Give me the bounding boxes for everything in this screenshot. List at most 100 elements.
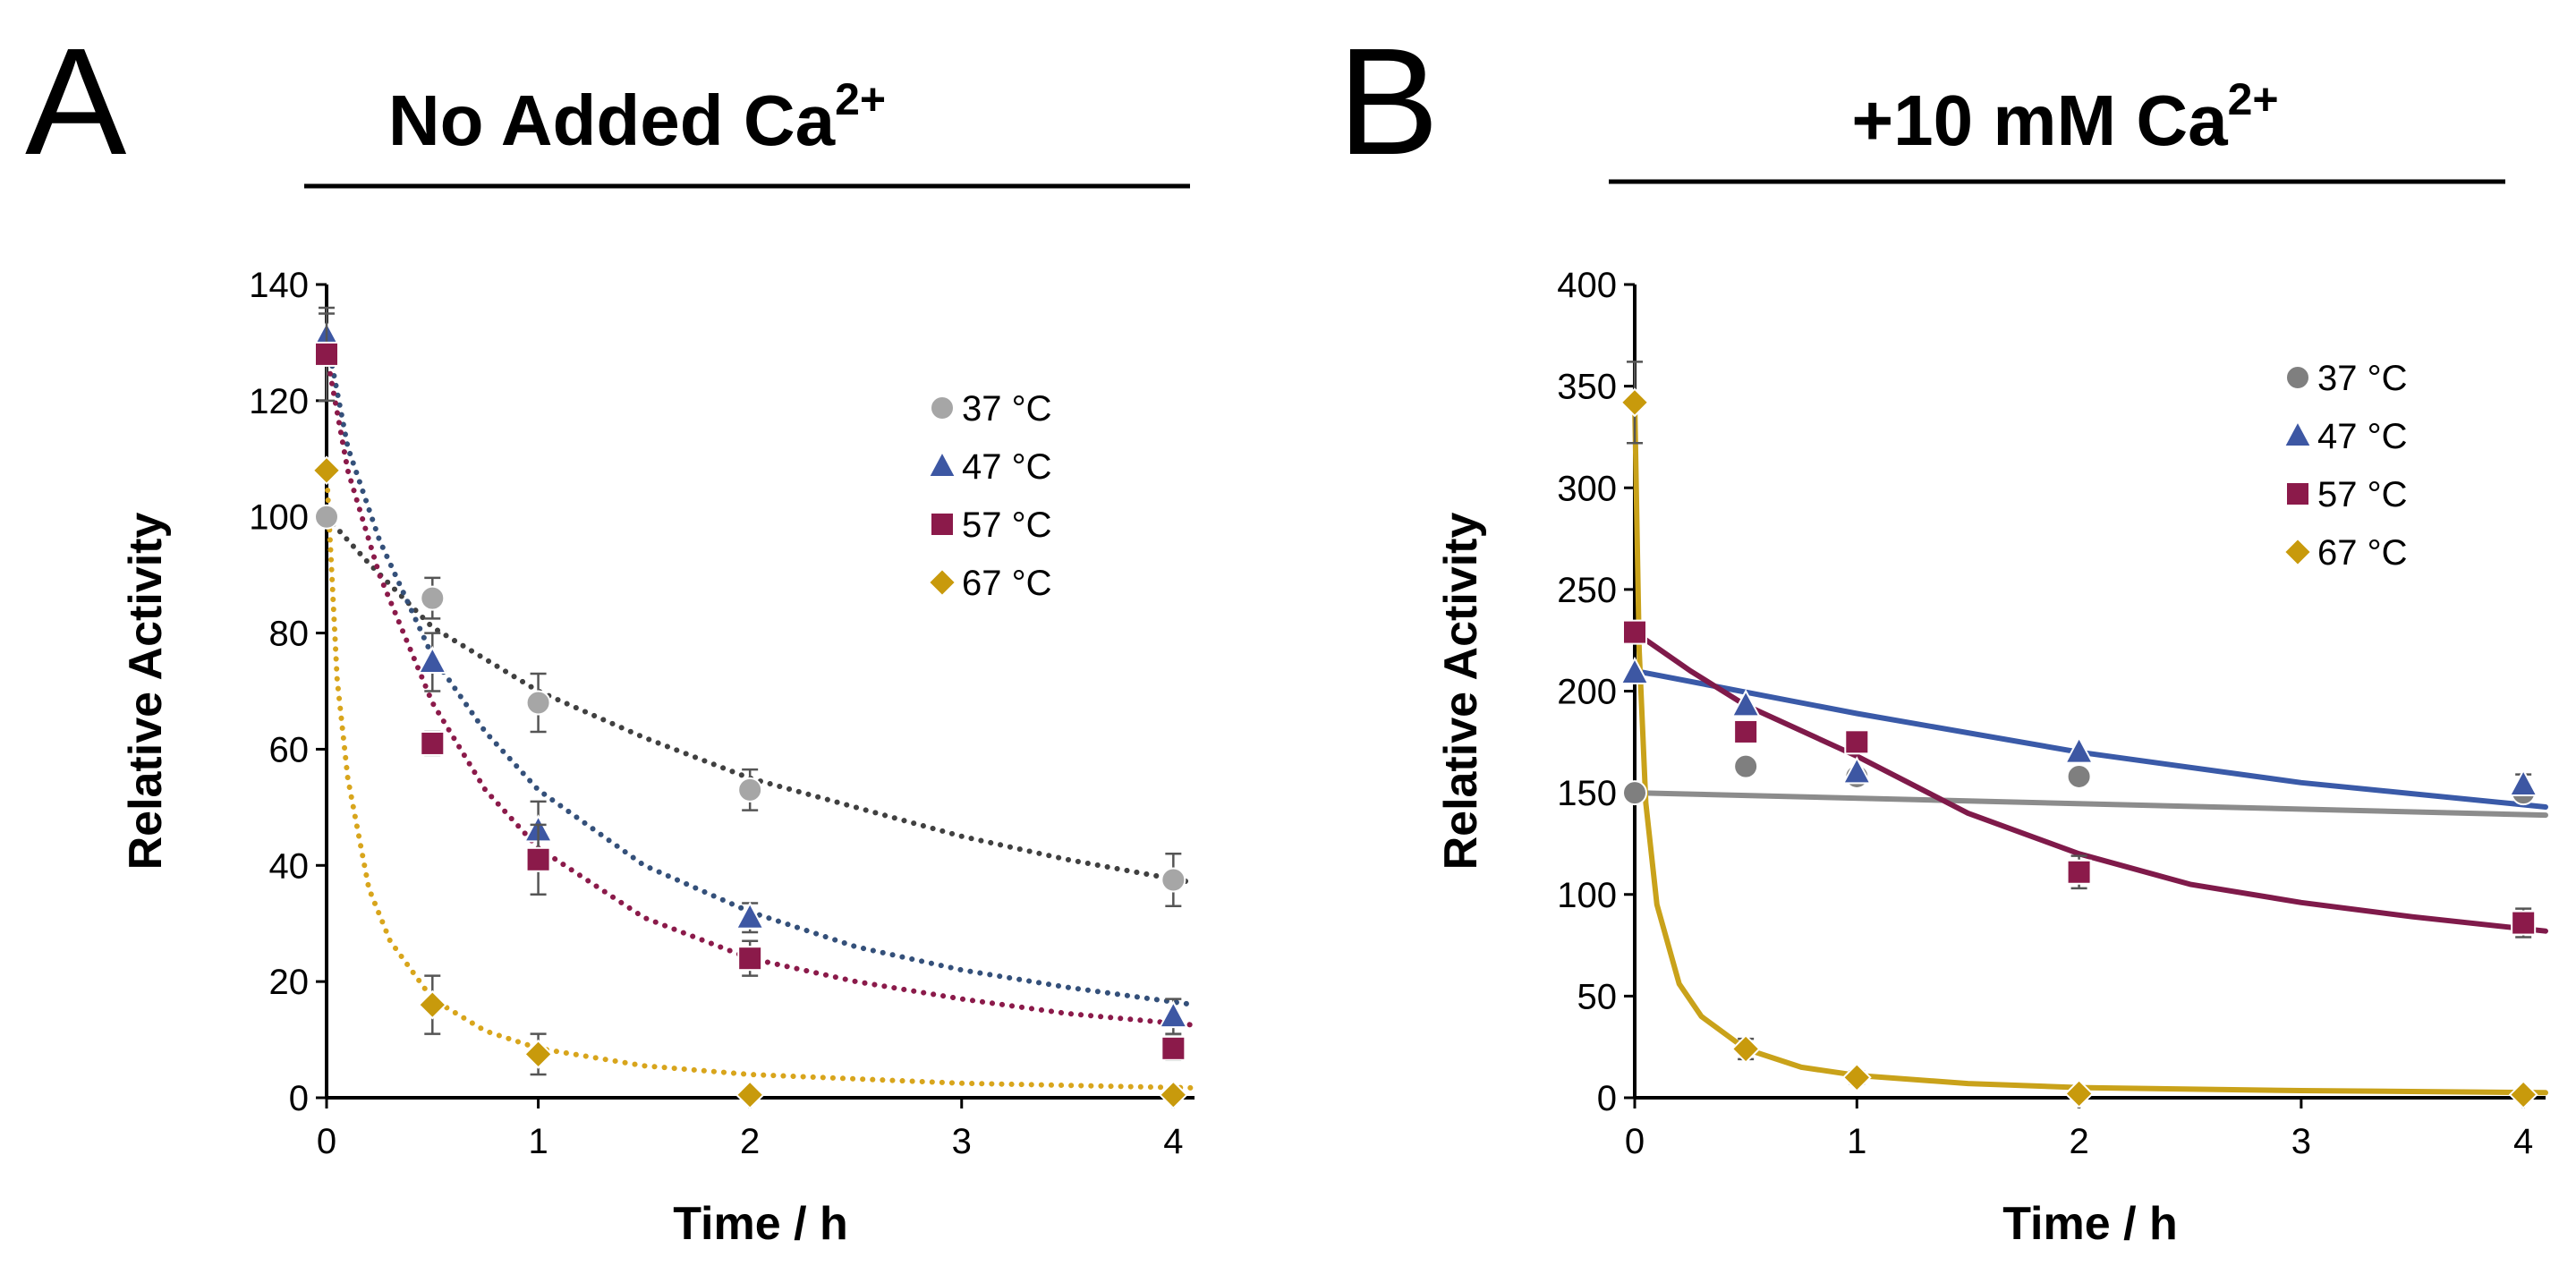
- panel-a-legend-marker-0: [930, 395, 955, 420]
- panel-b-data-point-2: [1733, 718, 1759, 744]
- panel-a-x-tick-label: 3: [952, 1122, 972, 1161]
- panel-a-data-point-0: [525, 690, 551, 716]
- panel-a-x-tick-label: 4: [1163, 1122, 1183, 1161]
- panel-b-data-point-2: [2511, 910, 2537, 936]
- plot-a: 0 20 40 60 80 100 120 140 0 1 2 3 4 Time / h Relative …: [120, 266, 1197, 1250]
- panel-b-data-point-3: [2064, 1079, 2094, 1108]
- panel-a-legend-marker-3: [927, 567, 957, 598]
- panel-a-data-point-0: [314, 504, 339, 530]
- panel-b-y-axis-title: Relative Activity: [1435, 513, 1487, 871]
- panel-b-legend-label-2: 57 °C: [2317, 475, 2408, 514]
- panel-b-data-point-0: [2066, 763, 2092, 789]
- panel-a-data-point-1: [735, 901, 765, 930]
- panel-b-x-tick-label: 1: [1847, 1122, 1866, 1161]
- panel-b-data-point-0: [1622, 780, 1647, 806]
- panel-a-data-point-3: [417, 989, 447, 1020]
- panel-b-fit-curve-3: [1632, 399, 2548, 1096]
- panel-b-data-point-3: [1841, 1062, 1872, 1092]
- panel-a-data-point-3: [523, 1039, 553, 1069]
- panel-a-x-tick-label: 0: [317, 1122, 336, 1161]
- panel-a-data-point-2: [420, 730, 446, 756]
- panel-b-data-point-1: [1730, 689, 1761, 718]
- panel-b-legend-label-3: 67 °C: [2317, 533, 2408, 573]
- panel-a-data-point-0: [1160, 867, 1186, 893]
- panel-b-data-point-1: [2508, 768, 2538, 797]
- panel-a-data-point-1: [417, 645, 447, 675]
- panel-a-y-axis-title: Relative Activity: [120, 513, 172, 871]
- panel-a-y-tick-label: 120: [249, 382, 309, 421]
- panel-a-data-point-0: [737, 777, 763, 803]
- panel-b-legend-label-0: 37 °C: [2317, 359, 2408, 398]
- panel-a-y-tick-label: 20: [269, 963, 310, 1002]
- panel-b-y-tick-label: 200: [1557, 673, 1617, 712]
- panel-a-data-point-3: [311, 455, 342, 486]
- panel-b-data-point-2: [2066, 859, 2092, 885]
- panel-a-title-sup: 2+: [835, 74, 886, 124]
- panel-a-y-tick-label: 140: [249, 266, 309, 305]
- panel-b-y-tick-label: 150: [1557, 774, 1617, 813]
- panel-a-fit-curve-1: [324, 334, 1197, 1008]
- panel-a-data-point-3: [1158, 1080, 1188, 1110]
- panel-a-legend-marker-2: [930, 512, 955, 537]
- panel-b-data-point-1: [1841, 756, 1872, 785]
- panel-b-x-tick-label: 2: [2069, 1122, 2088, 1161]
- panel-b-y-tick-label: 50: [1577, 977, 1618, 1016]
- panel-b-x-tick-label: 4: [2513, 1122, 2533, 1161]
- panel-a-legend-marker-1: [927, 449, 957, 478]
- panel-a-data-point-1: [1158, 999, 1189, 1029]
- panel-a-y-tick-label: 80: [269, 615, 310, 654]
- plot-b: 0 50 100 150 200 250 300 350 400 0 1 2 3 4 Time / h Rel…: [1435, 266, 2548, 1250]
- panel-b-fit-curve-1: [1632, 667, 2548, 810]
- panel-b-legend-label-1: 47 °C: [2317, 417, 2408, 456]
- panel-b-legend-marker-2: [2285, 481, 2310, 506]
- panel-b-data-point-3: [1730, 1034, 1761, 1064]
- panel-b-y-tick-label: 300: [1557, 469, 1617, 508]
- panel-a-legend-label-3: 67 °C: [962, 564, 1052, 603]
- panel-b-data-point-3: [1620, 387, 1650, 418]
- panel-a-legend-label-1: 47 °C: [962, 447, 1052, 487]
- panel-b-y-tick-label: 100: [1557, 876, 1617, 915]
- panel-b-data-point-1: [2063, 735, 2095, 764]
- panel-a-data-point-2: [1160, 1035, 1186, 1061]
- panel-b-x-axis-title: Time / h: [2002, 1198, 2178, 1250]
- panel-a-y-tick-label: 0: [289, 1079, 309, 1118]
- panel-b-fit-curve-0: [1632, 790, 2548, 819]
- panel-a-data-point-3: [735, 1080, 765, 1110]
- panel-b-fit-curve-2: [1632, 629, 2548, 934]
- panel-b-data-point-0: [1733, 753, 1759, 779]
- panel-a-y-tick-label: 60: [269, 730, 310, 769]
- panel-b-data-point-3: [2508, 1080, 2538, 1110]
- panel-a-data-point-0: [420, 585, 446, 611]
- panel-b-legend-marker-3: [2283, 537, 2313, 567]
- panel-b-data-point-2: [1844, 729, 1870, 755]
- panel-b-y-tick-label: 350: [1557, 368, 1617, 407]
- panel-b-data-point-2: [1622, 619, 1647, 645]
- panel-a-data-point-2: [314, 341, 339, 367]
- panel-b-x-tick-label: 3: [2291, 1122, 2311, 1161]
- panel-a-legend-label-2: 57 °C: [962, 505, 1052, 545]
- panel-b-y-tick-label: 0: [1597, 1079, 1617, 1118]
- panel-a-fit-curve-3: [324, 467, 1197, 1091]
- panel-a-title-main: No Added Ca: [388, 81, 836, 160]
- panel-a-x-tick-label: 2: [740, 1122, 760, 1161]
- panel-b-y-tick-label: 250: [1557, 571, 1617, 610]
- panel-b-letter: B: [1338, 17, 1439, 187]
- panel-b-title-sup: 2+: [2228, 74, 2279, 124]
- panel-b-y-tick-label: 400: [1557, 266, 1617, 305]
- panel-b-title-main: +10 mM Ca: [1851, 81, 2228, 160]
- panel-b-x-tick-label: 0: [1625, 1122, 1645, 1161]
- panel-a-title: No Added Ca2+: [388, 74, 886, 160]
- panel-a-fit-curve-2: [324, 351, 1197, 1028]
- panel-a-y-tick-label: 40: [269, 846, 310, 886]
- panel-a-x-axis-title: Time / h: [673, 1198, 848, 1250]
- panel-a-letter: A: [25, 17, 127, 187]
- panel-b-legend-marker-1: [2283, 419, 2313, 447]
- panel-a-legend-label-0: 37 °C: [962, 389, 1052, 429]
- panel-a-fit-curve-0: [324, 514, 1197, 886]
- panel-b-legend-marker-0: [2285, 365, 2310, 390]
- panel-a-data-point-2: [525, 846, 551, 872]
- panel-a-data-point-2: [737, 946, 763, 972]
- panel-b-data-point-1: [1620, 656, 1650, 685]
- panel-a-x-tick-label: 1: [528, 1122, 548, 1161]
